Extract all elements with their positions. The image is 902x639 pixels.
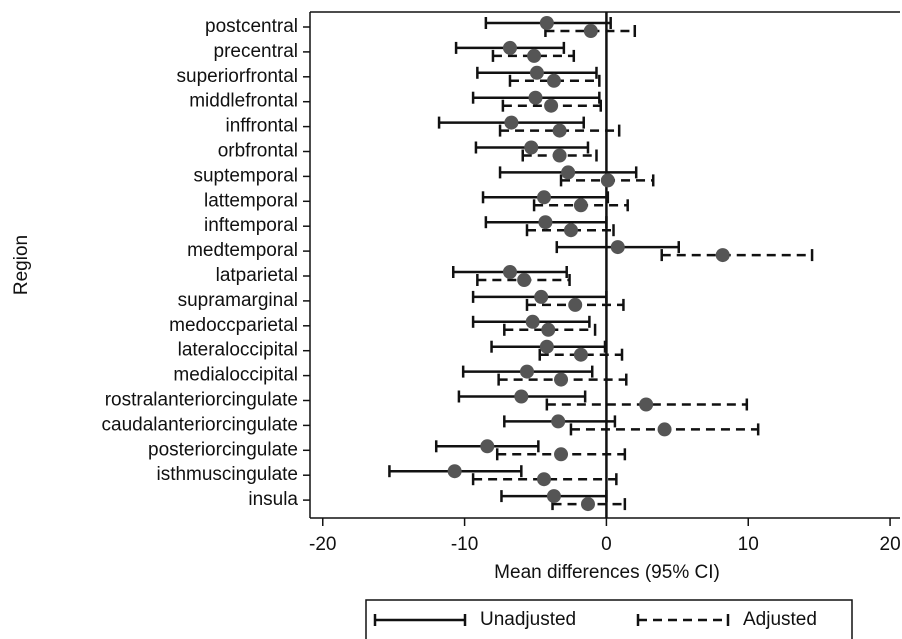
y-tick-label: supramarginal [178,290,298,311]
y-tick-label: precentral [214,41,299,62]
y-tick-label: superiorfrontal [177,66,298,87]
point [537,472,552,487]
point [502,40,517,55]
y-tick-label: latparietal [216,265,298,286]
point [715,248,730,263]
y-tick-label: lattemporal [204,190,298,211]
point [610,240,625,255]
x-tick-label: 10 [738,534,759,555]
point [573,347,588,362]
point [554,447,569,462]
y-tick-label: lateraloccipital [178,340,298,361]
y-tick-label: middlefrontal [189,91,298,112]
y-axis-title: Region [11,235,32,295]
point [524,140,539,155]
x-tick-label: 0 [601,534,612,555]
point [504,115,519,130]
point [554,372,569,387]
y-tick-label: isthmuscingulate [156,464,298,485]
point [537,190,552,205]
point [514,389,529,404]
y-tick-label: suptemporal [193,165,298,186]
point [447,464,462,479]
point [563,223,578,238]
point [541,322,556,337]
point [583,24,598,38]
point [529,65,544,80]
y-tick-label: postcentral [205,16,298,37]
point [573,198,588,213]
point [568,297,583,312]
point [657,422,672,437]
point [502,265,517,279]
y-tick-label: rostralanteriorcingulate [105,390,298,411]
point [539,339,554,354]
point [561,165,576,180]
point [580,497,595,512]
point [546,489,561,504]
x-tick-label: -20 [309,534,336,555]
point [546,73,561,88]
y-tick-label: posteriorcingulate [148,439,298,460]
point [600,173,615,188]
legend-label: Adjusted [743,609,817,630]
point [538,215,553,230]
point [519,364,534,379]
y-tick-label: caudalanteriorcingulate [102,414,298,435]
y-tick-label: medtemporal [187,240,298,261]
y-tick-label: inffrontal [225,116,298,137]
point [551,414,566,429]
x-tick-label: -10 [451,534,478,555]
point [552,148,567,163]
point [539,16,554,30]
point [528,90,543,105]
point [544,98,559,113]
x-axis-title: Mean differences (95% CI) [494,562,720,583]
y-tick-label: medoccparietal [169,315,298,336]
y-tick-label: orbfrontal [218,141,298,162]
point [517,273,532,287]
y-tick-label: medialoccipital [173,365,298,386]
point [639,397,654,412]
point [552,123,567,138]
point [525,314,540,329]
point [534,289,549,304]
x-tick-label: 20 [880,534,901,555]
point [527,48,542,63]
point [480,439,495,454]
legend-label: Unadjusted [480,609,576,630]
y-tick-label: inftemporal [204,215,298,236]
y-tick-label: insula [248,489,298,510]
legend-box [365,599,853,639]
